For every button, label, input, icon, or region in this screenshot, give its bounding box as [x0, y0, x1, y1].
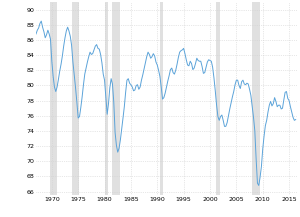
Bar	[50, 2, 57, 195]
Bar	[252, 2, 260, 195]
Bar	[73, 2, 79, 195]
Bar	[216, 2, 220, 195]
Bar	[112, 2, 120, 195]
Bar	[160, 2, 164, 195]
Bar	[105, 2, 108, 195]
